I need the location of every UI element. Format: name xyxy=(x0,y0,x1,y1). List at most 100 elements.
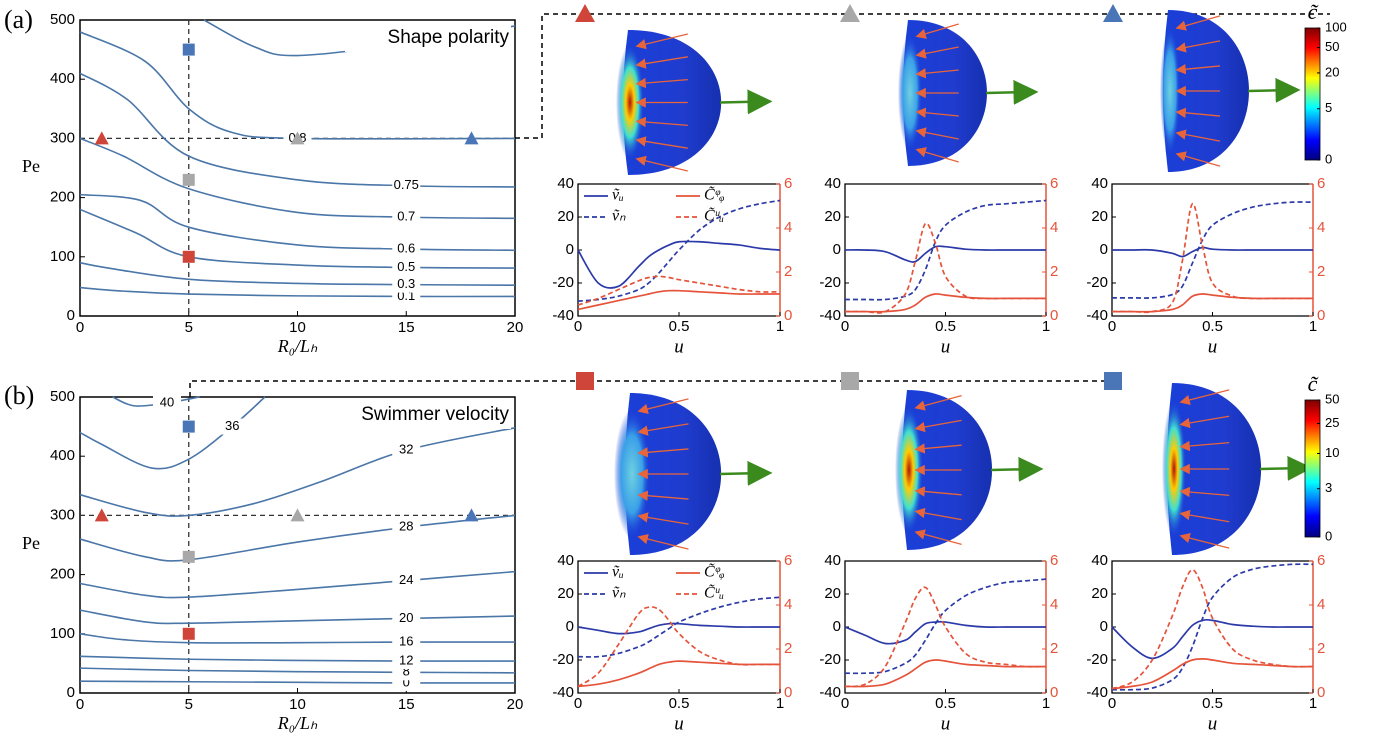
contour-label: 40 xyxy=(160,394,174,409)
series-line xyxy=(577,199,781,302)
flow-arrow xyxy=(635,77,688,89)
y-tick-label: 300 xyxy=(50,129,75,146)
y-tick-label: 100 xyxy=(50,248,75,265)
y-tick-label: 0 xyxy=(566,618,574,635)
flow-arrow xyxy=(1175,64,1221,75)
y2-tick-label: 0 xyxy=(1050,684,1058,701)
y-tick-label: 20 xyxy=(1091,208,1108,225)
y-tick-label: 500 xyxy=(50,388,75,405)
y2-tick-label: 4 xyxy=(1050,596,1058,613)
contour-line xyxy=(79,633,516,644)
contour-label-bg xyxy=(218,418,247,435)
x-axis-label: u xyxy=(941,336,951,357)
marker xyxy=(290,508,305,522)
contour-label: 0.5 xyxy=(397,259,415,274)
flow-arrow xyxy=(914,443,962,454)
y-tick-label: 400 xyxy=(50,70,75,87)
series-line xyxy=(577,240,781,289)
flow-arrow xyxy=(1175,15,1221,31)
y-tick-label: -40 xyxy=(1086,307,1108,324)
contour-label: 36 xyxy=(225,418,239,433)
colorbar-label: c̃ xyxy=(1308,0,1319,24)
series-line xyxy=(845,293,1046,313)
y-tick-label: -20 xyxy=(819,651,841,668)
contour-line xyxy=(79,570,516,599)
contour-label-bg xyxy=(392,519,421,536)
concentration-spot xyxy=(614,409,650,539)
contour-label: 12 xyxy=(399,652,413,667)
y-tick-label: 0 xyxy=(833,241,841,258)
x-tick-label: 0.5 xyxy=(669,695,690,712)
series-line xyxy=(844,578,1047,675)
y-tick-label: 0 xyxy=(1100,241,1108,258)
flow-arrow xyxy=(1175,129,1221,142)
x-tick-label: 5 xyxy=(185,319,193,336)
contour-line xyxy=(112,396,200,407)
velocity-arrow xyxy=(985,79,1039,105)
flow-arrow xyxy=(1179,486,1230,498)
contour-label-bg xyxy=(392,572,421,589)
legend-label: C̃ᵘᵤ xyxy=(704,207,724,225)
x-tick-label: 0 xyxy=(841,318,849,335)
y-tick-label: 40 xyxy=(824,175,841,192)
contour-label: 8 xyxy=(403,664,410,679)
x-axis-label: u xyxy=(1208,713,1218,734)
y-tick-label: -20 xyxy=(1086,274,1108,291)
y-tick-label: 100 xyxy=(50,625,75,642)
connector xyxy=(189,380,1112,397)
x-axis-label: u xyxy=(941,713,951,734)
contour-line xyxy=(79,609,516,625)
x-tick-label: 0.5 xyxy=(669,318,690,335)
legend-label: C̃ᵘᵤ xyxy=(704,584,724,602)
contour-label-bg xyxy=(392,241,421,258)
x-tick-label: 1 xyxy=(1042,318,1050,335)
series-line xyxy=(845,222,1046,314)
contour-line xyxy=(79,427,516,517)
y-tick-label: 300 xyxy=(50,506,75,523)
plot-frame xyxy=(79,396,516,694)
colorbar-tick-label: 0 xyxy=(1325,151,1332,166)
contour-line xyxy=(79,208,516,269)
x-tick-label: 1 xyxy=(1042,695,1050,712)
contour-label-bg xyxy=(153,394,181,411)
flow-arrow xyxy=(914,419,962,433)
series-line xyxy=(1112,201,1314,299)
velocity-arrow xyxy=(719,460,773,486)
contour-label: 0.3 xyxy=(397,276,415,291)
x-tick-label: 1 xyxy=(776,318,784,335)
flow-arrow xyxy=(635,33,688,50)
contour-label-bg xyxy=(392,177,421,194)
panel-label: (b) xyxy=(4,381,34,410)
x-tick-label: 0.5 xyxy=(935,695,956,712)
x-tick-label: 0 xyxy=(574,318,582,335)
marker xyxy=(182,420,195,433)
y-tick-label: -40 xyxy=(1086,684,1108,701)
flow-arrow xyxy=(1179,440,1230,452)
series-line xyxy=(577,622,780,635)
contour-label: 24 xyxy=(399,572,413,587)
y-axis-label: Pe xyxy=(22,156,40,176)
contour-label-bg xyxy=(392,209,421,226)
flow-arrow xyxy=(635,56,688,69)
contour-label: 28 xyxy=(399,519,413,534)
contour-label-bg xyxy=(392,634,421,651)
contour-line xyxy=(79,667,516,674)
x-axis-label: u xyxy=(1208,336,1218,357)
flow-arrow xyxy=(915,68,959,79)
contour-label: 0 xyxy=(403,674,410,689)
y-tick-label: 200 xyxy=(50,189,75,206)
x-tick-label: 1 xyxy=(1309,318,1317,335)
y2-tick-label: 6 xyxy=(784,175,792,192)
y2-tick-label: 0 xyxy=(784,307,792,324)
legend-label: C̃ᵠᵩ xyxy=(704,563,725,581)
series-line xyxy=(1111,568,1314,690)
chart-title: Shape polarity xyxy=(388,27,510,48)
colorbar-tick-label: 10 xyxy=(1325,445,1339,460)
x-tick-label: 0.5 xyxy=(1202,318,1223,335)
contour-line xyxy=(79,514,516,562)
y2-tick-label: 4 xyxy=(784,219,792,236)
flow-arrow xyxy=(637,423,689,436)
y2-tick-label: 4 xyxy=(1050,219,1058,236)
contour-line xyxy=(79,193,516,252)
flow-arrow xyxy=(1175,151,1221,167)
